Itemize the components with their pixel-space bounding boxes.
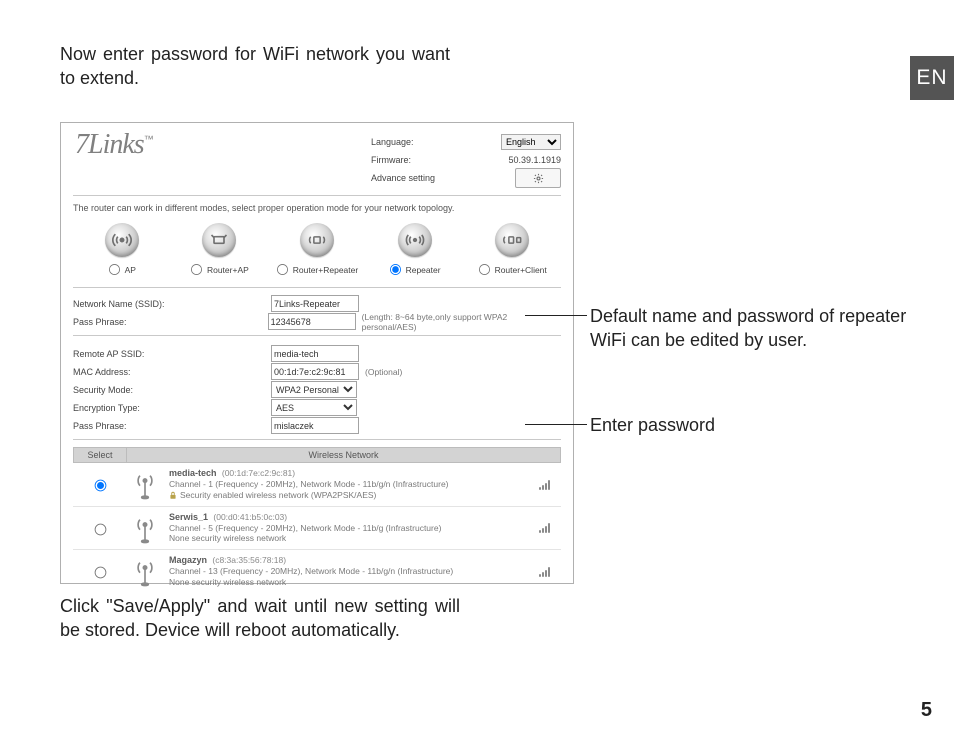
divider: [73, 287, 561, 288]
network-select-radio[interactable]: [94, 523, 106, 535]
network-name: Serwis_1: [169, 512, 208, 522]
passphrase-label: Pass Phrase:: [73, 317, 268, 327]
col-wireless-network: Wireless Network: [127, 447, 561, 463]
ssid-row: Network Name (SSID):: [73, 295, 561, 312]
language-label: Language:: [371, 137, 414, 147]
remote-ssid-row: Remote AP SSID:: [73, 345, 561, 362]
network-name: Magazyn: [169, 555, 207, 565]
router-ap-icon: [202, 223, 236, 257]
signal-strength-icon: [527, 467, 561, 502]
topology-description: The router can work in different modes, …: [73, 203, 454, 213]
intro-text: Now enter password for WiFi network you …: [60, 42, 450, 91]
passphrase2-label: Pass Phrase:: [73, 421, 271, 431]
signal-strength-icon: [527, 554, 561, 589]
mac-input[interactable]: [271, 363, 359, 380]
firmware-value: 50.39.1.1919: [508, 155, 561, 165]
mode-router-repeater[interactable]: Router+Repeater: [271, 223, 363, 276]
passphrase-row: Pass Phrase: (Length: 8~64 byte,only sup…: [73, 313, 561, 330]
gear-icon: [533, 173, 544, 184]
mode-ap-label: AP: [125, 265, 136, 275]
page-number: 5: [921, 699, 932, 722]
outro-text: Click "Save/Apply" and wait until new se…: [60, 594, 460, 643]
language-select[interactable]: English: [501, 134, 561, 150]
callout-line: [525, 315, 587, 316]
encryption-select[interactable]: AES: [271, 399, 357, 416]
mac-hint: (Optional): [365, 367, 402, 377]
wireless-network-table: Select Wireless Network media-tech (00:1…: [73, 447, 561, 593]
divider: [73, 439, 561, 440]
mac-label: MAC Address:: [73, 367, 271, 377]
lock-icon: [169, 491, 177, 500]
security-mode-row: Security Mode: WPA2 Personal: [73, 381, 561, 398]
network-security: None security wireless network: [169, 533, 523, 544]
mode-repeater-radio[interactable]: [390, 264, 401, 275]
advance-setting-button[interactable]: [515, 168, 561, 188]
mode-repeater-label: Repeater: [406, 265, 441, 275]
divider: [73, 335, 561, 336]
passphrase2-input[interactable]: [271, 417, 359, 434]
mode-repeater[interactable]: Repeater: [369, 223, 461, 276]
passphrase-input[interactable]: [268, 313, 356, 330]
callout-line: [525, 424, 587, 425]
mode-row: AP Router+AP Router+Repeater Repeater Ro…: [73, 223, 561, 283]
divider: [73, 195, 561, 196]
mode-router-client-radio[interactable]: [479, 264, 490, 275]
mode-ap-radio[interactable]: [109, 264, 120, 275]
mode-router-ap[interactable]: Router+AP: [173, 223, 265, 276]
ap-icon: [105, 223, 139, 257]
wifi-antenna-icon: [125, 511, 165, 546]
network-mac: (00:1d:7e:c2:9c:81): [220, 468, 296, 478]
mode-router-ap-label: Router+AP: [207, 265, 249, 275]
network-detail: Channel - 13 (Frequency - 20MHz), Networ…: [169, 566, 523, 577]
network-select-radio[interactable]: [94, 567, 106, 579]
network-info: Serwis_1 (00:d0:41:b5:0c:03)Channel - 5 …: [165, 511, 527, 546]
network-mac: (00:d0:41:b5:0c:03): [211, 512, 287, 522]
encryption-row: Encryption Type: AES: [73, 399, 561, 416]
lang-tab: EN: [910, 56, 954, 100]
network-mac: (c8:3a:35:56:78:18): [210, 555, 286, 565]
ssid-label: Network Name (SSID):: [73, 299, 271, 309]
network-info: media-tech (00:1d:7e:c2:9c:81)Channel - …: [165, 467, 527, 502]
network-security: None security wireless network: [169, 577, 523, 588]
table-row: media-tech (00:1d:7e:c2:9c:81)Channel - …: [73, 463, 561, 507]
mode-ap[interactable]: AP: [76, 223, 168, 276]
mode-router-repeater-label: Router+Repeater: [293, 265, 358, 275]
callout-default-name: Default name and password of repeater Wi…: [590, 304, 910, 353]
mode-router-client[interactable]: Router+Client: [466, 223, 558, 276]
top-right-controls: Language: English Firmware: 50.39.1.1919…: [371, 133, 561, 187]
network-detail: Channel - 5 (Frequency - 20MHz), Network…: [169, 523, 523, 534]
router-admin-screenshot: 7Links™ Language: English Firmware: 50.3…: [60, 122, 574, 584]
advance-setting-label: Advance setting: [371, 173, 435, 183]
network-security: Security enabled wireless network (WPA2P…: [169, 490, 523, 501]
firmware-label: Firmware:: [371, 155, 411, 165]
callout-enter-password: Enter password: [590, 413, 890, 437]
network-select-radio[interactable]: [94, 480, 106, 492]
remote-ssid-input[interactable]: [271, 345, 359, 362]
wifi-antenna-icon: [125, 554, 165, 589]
router-client-icon: [495, 223, 529, 257]
network-detail: Channel - 1 (Frequency - 20MHz), Network…: [169, 479, 523, 490]
passphrase2-row: Pass Phrase:: [73, 417, 561, 434]
brand-logo: 7Links™: [75, 129, 153, 161]
network-name: media-tech: [169, 468, 217, 478]
security-mode-select[interactable]: WPA2 Personal: [271, 381, 357, 398]
encryption-label: Encryption Type:: [73, 403, 271, 413]
network-info: Magazyn (c8:3a:35:56:78:18)Channel - 13 …: [165, 554, 527, 589]
security-mode-label: Security Mode:: [73, 385, 271, 395]
col-select: Select: [73, 447, 127, 463]
signal-strength-icon: [527, 511, 561, 546]
mode-router-client-label: Router+Client: [495, 265, 547, 275]
table-row: Magazyn (c8:3a:35:56:78:18)Channel - 13 …: [73, 550, 561, 593]
mode-router-repeater-radio[interactable]: [277, 264, 288, 275]
wifi-antenna-icon: [125, 467, 165, 502]
remote-ssid-label: Remote AP SSID:: [73, 349, 271, 359]
repeater-icon: [398, 223, 432, 257]
mac-row: MAC Address: (Optional): [73, 363, 561, 380]
ssid-input[interactable]: [271, 295, 359, 312]
router-repeater-icon: [300, 223, 334, 257]
table-row: Serwis_1 (00:d0:41:b5:0c:03)Channel - 5 …: [73, 507, 561, 551]
mode-router-ap-radio[interactable]: [191, 264, 202, 275]
